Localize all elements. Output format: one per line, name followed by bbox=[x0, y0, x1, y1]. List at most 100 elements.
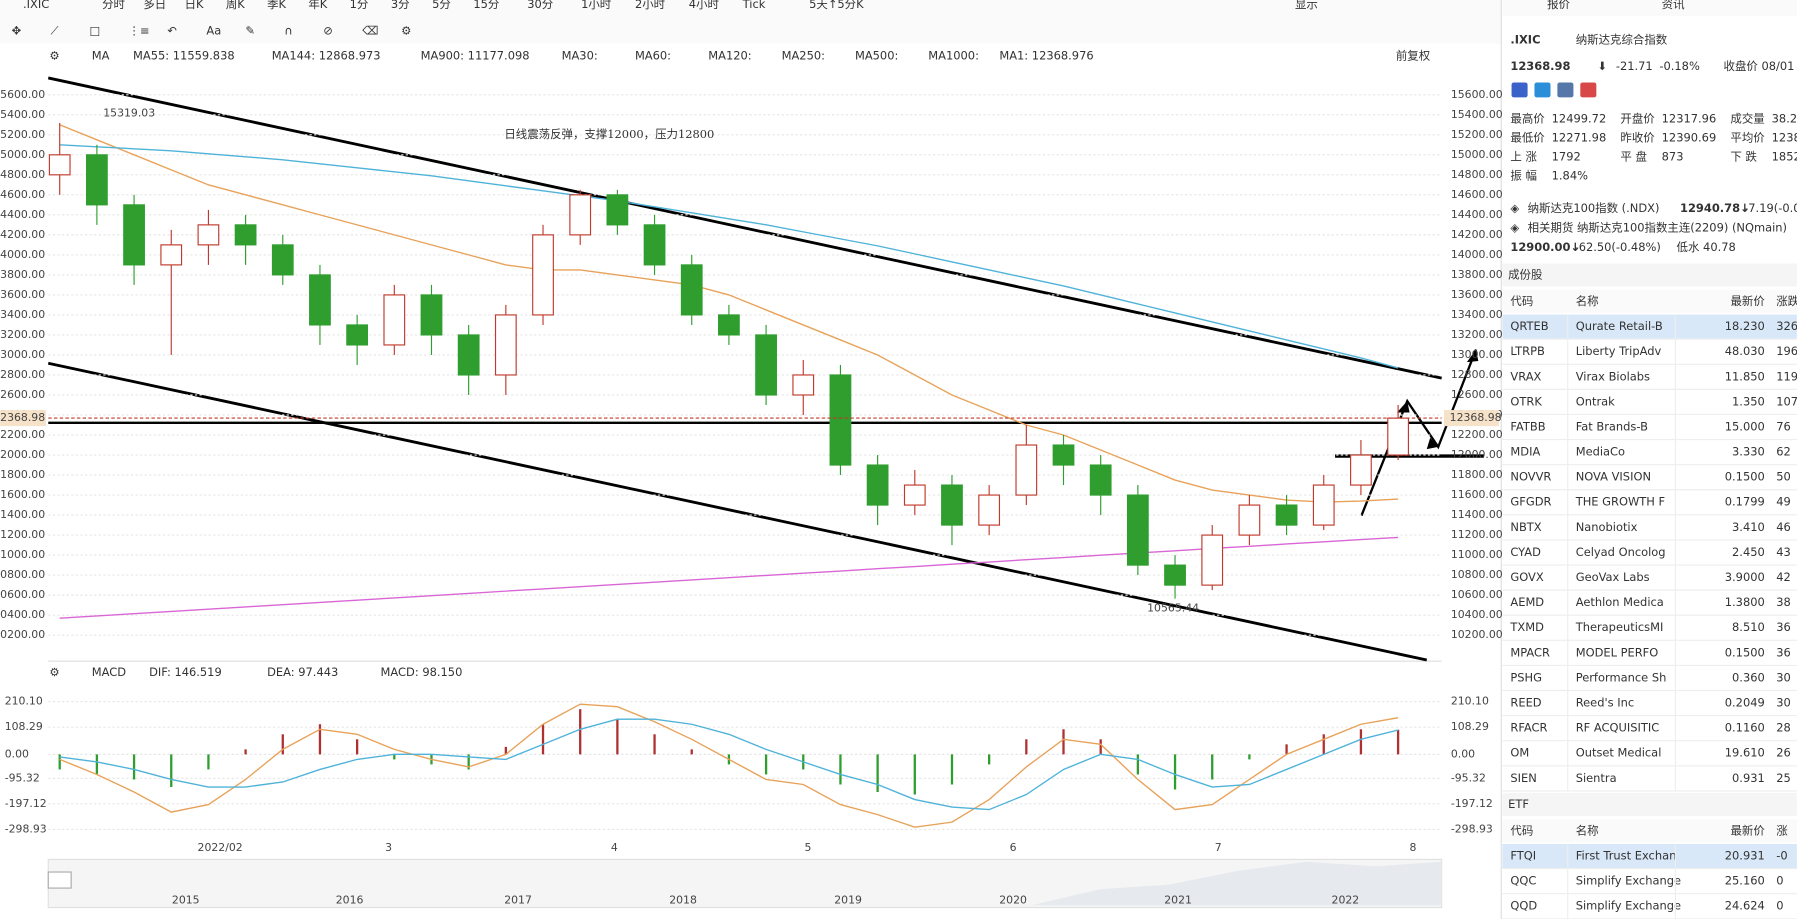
cell[interactable]: 0.2049 bbox=[1725, 696, 1765, 710]
toolbar-tab[interactable]: 分时 bbox=[102, 0, 125, 11]
cell[interactable]: Celyad Oncolog bbox=[1576, 545, 1666, 559]
tool-icon[interactable]: ⊘ bbox=[323, 23, 333, 37]
toolbar-tab[interactable]: 1小时 bbox=[581, 0, 611, 11]
cell[interactable]: 0 bbox=[1776, 874, 1783, 888]
cell[interactable]: 2.450 bbox=[1732, 545, 1765, 559]
cell[interactable]: PSHG bbox=[1510, 670, 1542, 684]
toolbar-tab[interactable]: 年K bbox=[308, 0, 327, 11]
cell[interactable]: GFGDR bbox=[1510, 495, 1551, 509]
tool-icon[interactable]: ⚙ bbox=[401, 23, 411, 37]
related-label[interactable]: 纳斯达克100指数 (.NDX) bbox=[1528, 201, 1660, 215]
badge-icon[interactable] bbox=[1534, 82, 1551, 98]
cell[interactable]: First Trust Exchan bbox=[1576, 848, 1677, 862]
cell[interactable]: 30 bbox=[1776, 696, 1791, 710]
cell[interactable]: MDIA bbox=[1510, 445, 1540, 459]
cell[interactable]: Reed's Inc bbox=[1576, 696, 1634, 710]
related-label[interactable]: 相关期货 纳斯达克100指数主连(2209) (NQmain) bbox=[1528, 221, 1787, 235]
cell[interactable]: MediaCo bbox=[1576, 445, 1625, 459]
toolbar-display[interactable]: 显示 bbox=[1295, 0, 1318, 11]
tool-icon[interactable]: ✥ bbox=[12, 23, 22, 37]
cell[interactable]: VRAX bbox=[1510, 369, 1541, 383]
cell[interactable]: THE GROWTH F bbox=[1575, 495, 1665, 509]
cell[interactable]: 19.610 bbox=[1725, 746, 1765, 760]
cell[interactable]: Fat Brands-B bbox=[1576, 419, 1648, 433]
cell[interactable]: 30 bbox=[1776, 670, 1791, 684]
toolbar-tab[interactable]: 日K bbox=[185, 0, 204, 11]
cell[interactable]: 28 bbox=[1776, 721, 1791, 735]
tool-icon[interactable]: ⌫ bbox=[361, 23, 378, 37]
cell[interactable]: TXMD bbox=[1509, 620, 1544, 634]
cell[interactable]: REED bbox=[1510, 696, 1541, 710]
badge-icon[interactable] bbox=[1580, 82, 1597, 98]
legend-item[interactable]: MA60: bbox=[635, 49, 671, 63]
toolbar-tab[interactable]: 1分 bbox=[350, 0, 369, 11]
cell[interactable]: 1.3800 bbox=[1725, 595, 1765, 609]
legend-item[interactable]: MA144: 12868.973 bbox=[272, 49, 381, 63]
legend-item[interactable]: MA1: 12368.976 bbox=[999, 49, 1093, 63]
cell[interactable]: 0.1500 bbox=[1725, 470, 1765, 484]
badge-icon[interactable] bbox=[1511, 82, 1528, 98]
cell[interactable]: 24.624 bbox=[1725, 899, 1765, 913]
cell[interactable]: 46 bbox=[1776, 520, 1791, 534]
cell[interactable]: -0 bbox=[1776, 848, 1787, 862]
cell[interactable]: NBTX bbox=[1510, 520, 1541, 534]
toolbar-tab[interactable]: 2小时 bbox=[635, 0, 665, 11]
cell[interactable]: 3.410 bbox=[1732, 520, 1765, 534]
cell[interactable]: 36 bbox=[1776, 620, 1791, 634]
cell[interactable]: MPACR bbox=[1510, 645, 1550, 659]
cell[interactable]: 25 bbox=[1776, 771, 1791, 785]
cell[interactable]: 49 bbox=[1776, 495, 1791, 509]
cell[interactable]: Sientra bbox=[1576, 771, 1617, 785]
legend-item[interactable]: MA55: 11559.838 bbox=[133, 49, 235, 63]
cell[interactable]: Ontrak bbox=[1576, 394, 1615, 408]
toolbar-tab[interactable]: Tick bbox=[742, 0, 766, 11]
toolbar-tab[interactable]: 3分 bbox=[391, 0, 410, 11]
cell[interactable]: FTQI bbox=[1510, 848, 1536, 862]
cell[interactable]: OTRK bbox=[1510, 394, 1542, 408]
toolbar-tab[interactable]: 5分 bbox=[432, 0, 451, 11]
column-header[interactable]: 代码 bbox=[1510, 294, 1533, 308]
tab[interactable]: 资讯 bbox=[1662, 0, 1685, 11]
column-header[interactable]: 名称 bbox=[1576, 823, 1599, 837]
cell[interactable]: RF ACQUISITIC bbox=[1576, 721, 1660, 735]
cell[interactable]: SIEN bbox=[1510, 771, 1536, 785]
cell[interactable]: 26 bbox=[1776, 746, 1791, 760]
badge-icon[interactable] bbox=[1557, 82, 1574, 98]
column-header[interactable]: 最新价 bbox=[1730, 294, 1765, 308]
cell[interactable]: LTRPB bbox=[1510, 344, 1545, 358]
cell[interactable]: 11.850 bbox=[1725, 369, 1765, 383]
cell[interactable]: Simplify Exchange bbox=[1576, 899, 1681, 913]
cell[interactable]: QRTEB bbox=[1510, 319, 1548, 333]
cell[interactable]: 0.360 bbox=[1732, 670, 1765, 684]
toolbar-tab[interactable]: 4小时 bbox=[689, 0, 719, 11]
cell[interactable]: 326 bbox=[1776, 319, 1797, 333]
cell[interactable]: 0.1799 bbox=[1725, 495, 1765, 509]
column-header[interactable]: 最新价 bbox=[1730, 823, 1765, 837]
cell[interactable]: Aethlon Medica bbox=[1576, 595, 1664, 609]
cell[interactable]: Qurate Retail-B bbox=[1576, 319, 1663, 333]
column-header[interactable]: 涨 bbox=[1776, 823, 1788, 837]
tool-icon[interactable]: ⟋ bbox=[51, 23, 59, 37]
toolbar-tab[interactable]: 周K bbox=[226, 0, 245, 11]
cell[interactable]: 3.9000 bbox=[1725, 570, 1765, 584]
cell[interactable]: 48.030 bbox=[1725, 344, 1765, 358]
cell[interactable]: AEMD bbox=[1510, 595, 1544, 609]
macd-indicator[interactable]: MACD bbox=[92, 665, 126, 679]
legend-item[interactable]: MA120: bbox=[708, 49, 751, 63]
toolbar-tab[interactable]: 30分 bbox=[527, 0, 553, 11]
toolbar-tab[interactable]: .IXIC bbox=[23, 0, 49, 11]
tool-icon[interactable]: ✎ bbox=[245, 23, 255, 37]
cell[interactable]: 1.350 bbox=[1732, 394, 1765, 408]
cell[interactable]: 20.931 bbox=[1725, 848, 1765, 862]
cell[interactable]: Simplify Exchange bbox=[1576, 874, 1681, 888]
toolbar-tab[interactable]: 5天↑5分K bbox=[809, 0, 864, 11]
cell[interactable]: Liberty TripAdv bbox=[1576, 344, 1662, 358]
cell[interactable]: 15.000 bbox=[1725, 419, 1765, 433]
cell[interactable]: 0 bbox=[1776, 899, 1783, 913]
cell[interactable]: QQC bbox=[1510, 874, 1536, 888]
tool-icon[interactable]: ∩ bbox=[284, 23, 292, 37]
legend-item[interactable]: DEA: 97.443 bbox=[267, 665, 338, 679]
toolbar-tab[interactable]: 15分 bbox=[473, 0, 499, 11]
cell[interactable]: 38 bbox=[1776, 595, 1791, 609]
legend-item[interactable]: MA1000: bbox=[928, 49, 979, 63]
